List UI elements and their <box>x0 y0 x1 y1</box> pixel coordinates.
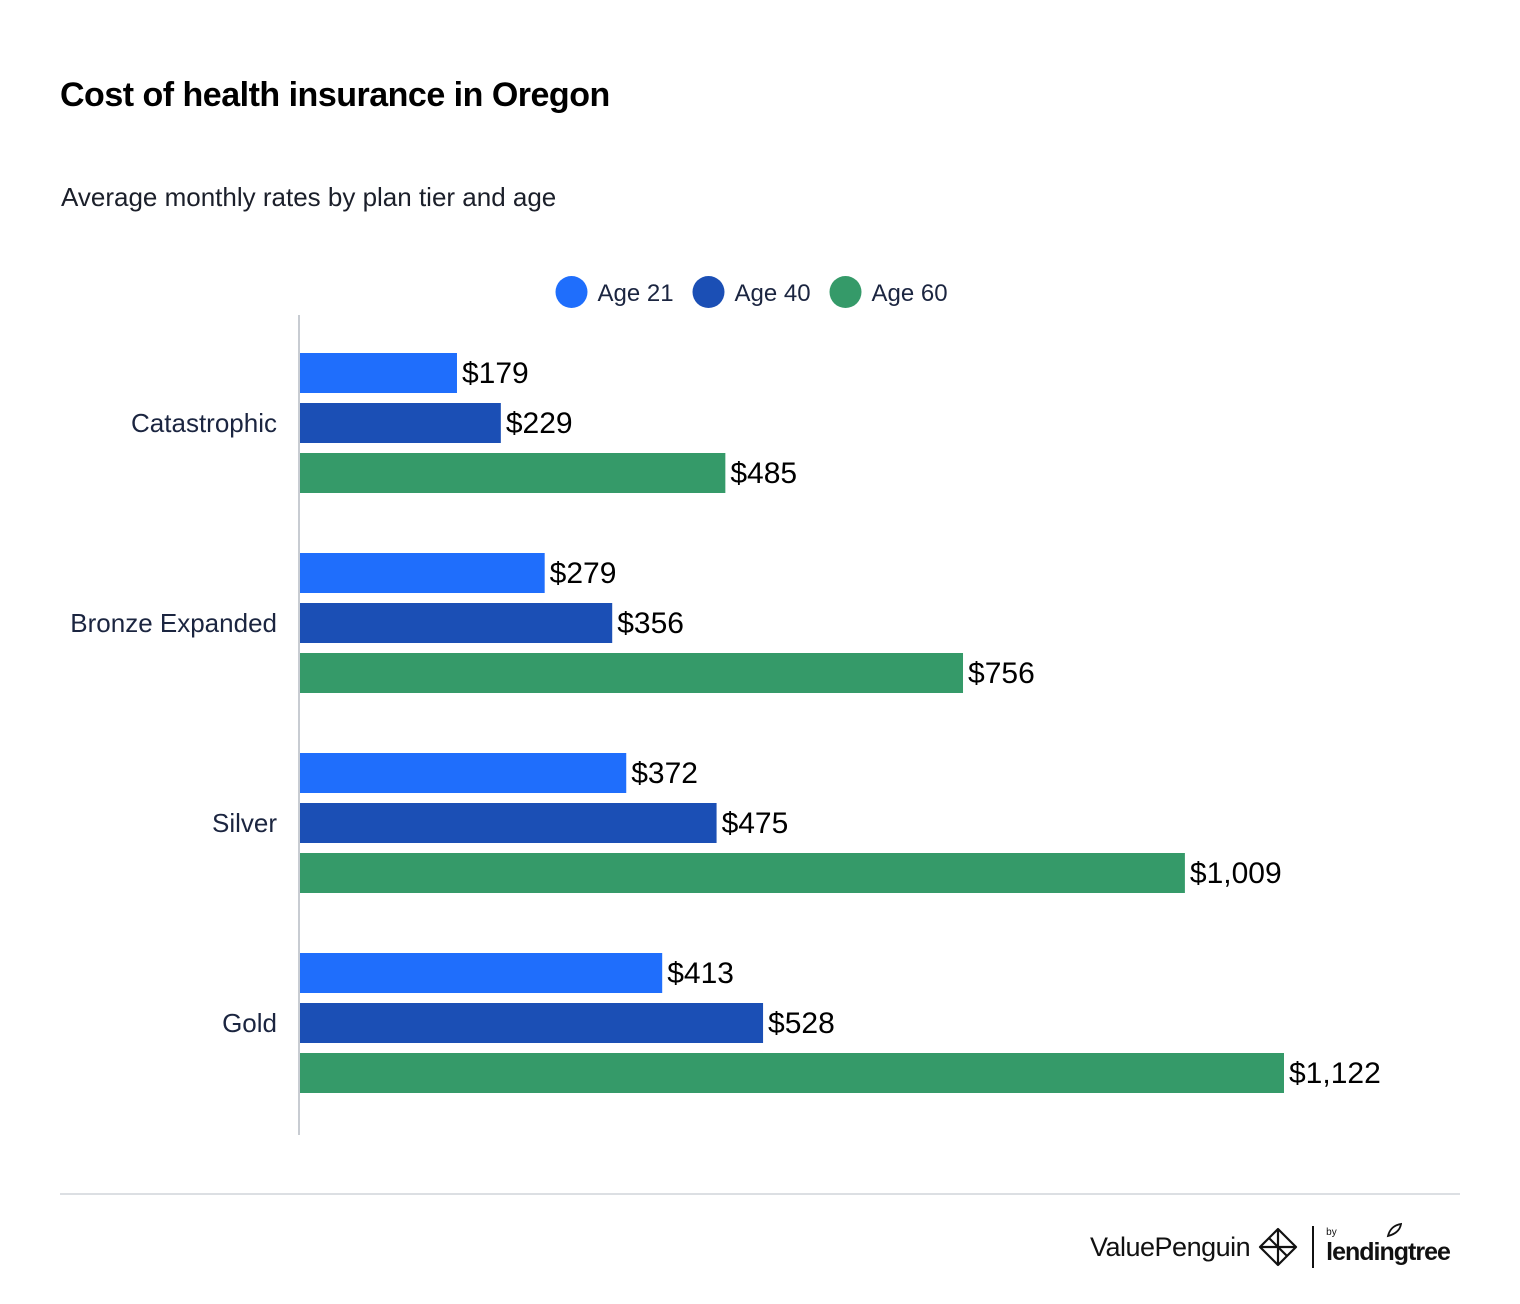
data-label-catastrophic-age-21: $179 <box>462 357 529 390</box>
category-label-silver: Silver <box>212 808 277 838</box>
bar-chart: Age 21 Age 40 Age 60 Catastrophic $179 $229 $4… <box>70 276 1381 1135</box>
data-label-gold-age-40: $528 <box>768 1007 835 1040</box>
legend-marker-age-21 <box>555 276 588 308</box>
data-label-catastrophic-age-60: $485 <box>730 457 797 490</box>
bar-silver-age-60 <box>300 853 1185 893</box>
data-label-catastrophic-age-40: $229 <box>506 407 573 440</box>
bar-gold-age-21 <box>300 953 663 993</box>
lendingtree-logo: by lendingtree <box>1326 1222 1451 1266</box>
brand-logo: ValuePenguin by lendingtree <box>1090 1222 1451 1272</box>
category-label-bronze-expanded: Bronze Expanded <box>70 608 277 638</box>
bar-gold-age-60 <box>300 1053 1284 1093</box>
data-label-bronze-expanded-age-40: $356 <box>617 607 684 640</box>
legend-marker-age-60 <box>829 276 862 308</box>
legend-label-age-21: Age 21 <box>598 280 674 307</box>
bar-gold-age-40 <box>300 1003 764 1043</box>
bar-silver-age-40 <box>300 803 717 843</box>
data-label-bronze-expanded-age-60: $756 <box>968 657 1035 690</box>
data-label-bronze-expanded-age-21: $279 <box>550 557 617 590</box>
bar-catastrophic-age-40 <box>300 403 501 443</box>
lendingtree-wordmark: lendingtree <box>1326 1238 1451 1266</box>
bar-silver-age-21 <box>300 753 627 793</box>
bar-bronze-expanded-age-40 <box>300 603 613 643</box>
data-label-silver-age-60: $1,009 <box>1190 857 1282 890</box>
bar-bronze-expanded-age-60 <box>300 653 964 693</box>
data-label-silver-age-40: $475 <box>722 807 789 840</box>
valuepenguin-wordmark: ValuePenguin <box>1090 1231 1251 1262</box>
chart-subtitle: Average monthly rates by plan tier and a… <box>61 182 557 212</box>
valuepenguin-logo-icon <box>1259 1227 1298 1267</box>
brand-separator <box>1312 1226 1315 1268</box>
bar-catastrophic-age-21 <box>300 353 457 393</box>
bar-catastrophic-age-60 <box>300 453 726 493</box>
leaf-icon <box>1386 1222 1402 1238</box>
category-label-gold: Gold <box>222 1008 277 1038</box>
category-label-catastrophic: Catastrophic <box>131 408 277 438</box>
by-label: by <box>1326 1227 1337 1238</box>
data-label-gold-age-60: $1,122 <box>1289 1057 1381 1090</box>
data-label-gold-age-21: $413 <box>667 957 734 990</box>
footer-divider <box>60 1193 1460 1195</box>
legend-label-age-60: Age 60 <box>872 280 948 307</box>
legend-marker-age-40 <box>692 276 725 308</box>
legend-label-age-40: Age 40 <box>735 280 811 307</box>
data-label-silver-age-21: $372 <box>631 757 698 790</box>
chart-title: Cost of health insurance in Oregon <box>60 76 610 114</box>
bar-bronze-expanded-age-21 <box>300 553 545 593</box>
